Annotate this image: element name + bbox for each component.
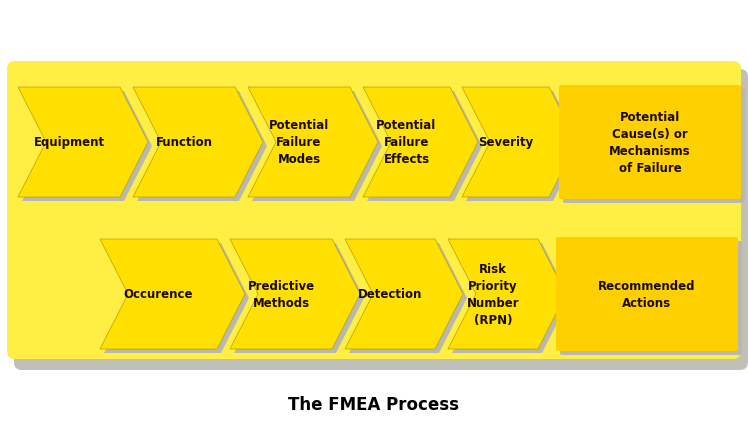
Polygon shape — [133, 88, 263, 197]
Text: Function: Function — [156, 136, 212, 149]
FancyBboxPatch shape — [556, 237, 738, 351]
Text: Occurence: Occurence — [123, 288, 193, 301]
Text: Equipment: Equipment — [34, 136, 105, 149]
Polygon shape — [345, 240, 463, 349]
Polygon shape — [363, 88, 478, 197]
Polygon shape — [100, 240, 245, 349]
Polygon shape — [104, 243, 249, 353]
Polygon shape — [22, 92, 152, 201]
Polygon shape — [234, 243, 364, 353]
FancyBboxPatch shape — [559, 86, 741, 200]
Polygon shape — [462, 88, 577, 197]
Text: Predictive
Methods: Predictive Methods — [248, 279, 315, 309]
Polygon shape — [137, 92, 267, 201]
Text: Potential
Cause(s) or
Mechanisms
of Failure: Potential Cause(s) or Mechanisms of Fail… — [609, 111, 691, 174]
Text: Recommended
Actions: Recommended Actions — [598, 279, 696, 309]
Text: Potential
Failure
Effects: Potential Failure Effects — [376, 119, 437, 166]
FancyBboxPatch shape — [7, 62, 741, 359]
Polygon shape — [230, 240, 360, 349]
Polygon shape — [466, 92, 581, 201]
Text: Risk
Priority
Number
(RPN): Risk Priority Number (RPN) — [467, 263, 519, 326]
Polygon shape — [248, 88, 378, 197]
Text: Potential
Failure
Modes: Potential Failure Modes — [269, 119, 329, 166]
FancyBboxPatch shape — [14, 70, 748, 370]
Polygon shape — [452, 243, 570, 353]
Polygon shape — [252, 92, 382, 201]
Text: The FMEA Process: The FMEA Process — [289, 395, 459, 413]
Polygon shape — [367, 92, 482, 201]
FancyBboxPatch shape — [560, 241, 742, 355]
Polygon shape — [448, 240, 566, 349]
Text: Detection: Detection — [358, 288, 422, 301]
Polygon shape — [349, 243, 467, 353]
FancyBboxPatch shape — [563, 90, 745, 204]
Text: Severity: Severity — [478, 136, 533, 149]
Polygon shape — [18, 88, 148, 197]
